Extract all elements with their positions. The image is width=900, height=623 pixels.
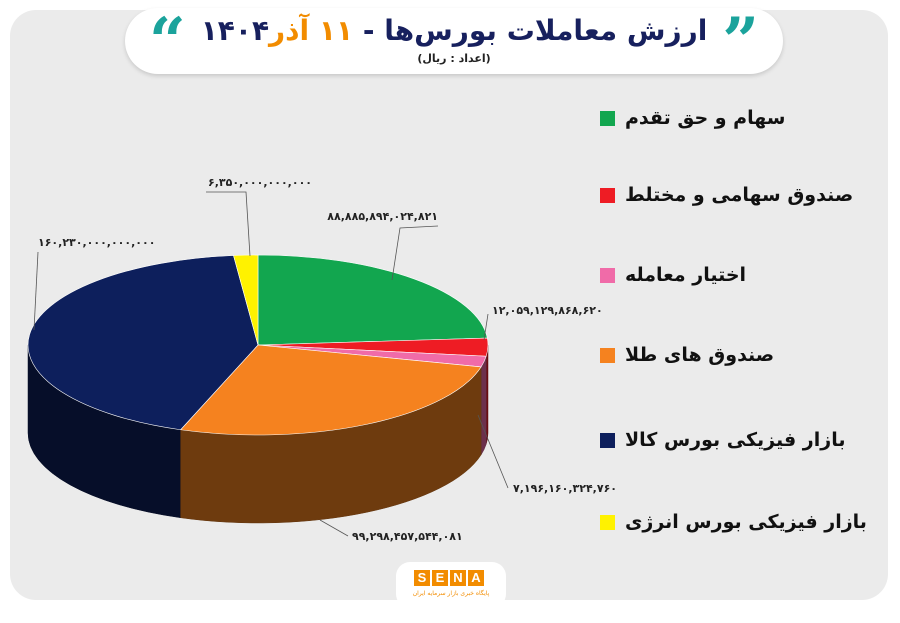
legend-swatch	[600, 187, 615, 203]
legend-item-gold-funds: صندوق های طلا	[600, 340, 870, 370]
legend-label: بازار فیزیکی بورس انرژی	[625, 511, 867, 533]
logo-letter: N	[450, 570, 466, 586]
data-label: ۱۲,۰۵۹,۱۲۹,۸۶۸,۶۲۰	[492, 304, 603, 317]
pie-slice	[257, 254, 488, 346]
pie-side-wall	[485, 344, 489, 445]
right-quote-icon: ”	[722, 4, 759, 79]
logo-letter: A	[468, 570, 484, 586]
legend-swatch	[600, 110, 615, 126]
title-banner: “ ” ارزش معاملات بورس‌ها - ۱۱ آذر۱۴۰۴ (ا…	[125, 8, 783, 74]
legend-item-options: اختیار معامله	[600, 260, 870, 290]
leader-line	[206, 191, 251, 257]
logo-letter: S	[414, 570, 430, 586]
legend-swatch	[600, 432, 615, 448]
legend-swatch	[600, 267, 615, 283]
leader-line	[483, 313, 489, 341]
sena-logo: S E N A پایگاه خبری بازار سرمایه ایران	[396, 562, 506, 608]
legend-swatch	[600, 347, 615, 363]
data-label: ۶,۳۵۰,۰۰۰,۰۰۰,۰۰۰	[208, 176, 312, 189]
unit-subtitle: (اعداد : ریال)	[417, 52, 491, 65]
legend-swatch	[600, 514, 615, 530]
legend-item-commodity-exchange: بازار فیزیکی بورس کالا	[600, 425, 870, 455]
title-main: ارزش معاملات بورس‌ها -	[362, 14, 708, 47]
pie-slice	[179, 344, 482, 436]
pie-side-walls	[27, 344, 489, 524]
pie-slice	[27, 255, 259, 431]
data-label: ۱۶۰,۲۳۰,۰۰۰,۰۰۰,۰۰۰	[38, 236, 155, 249]
leader-line	[391, 225, 439, 281]
data-label: ۷,۱۹۶,۱۶۰,۳۲۴,۷۶۰	[513, 482, 617, 495]
logo-tagline: پایگاه خبری بازار سرمایه ایران	[412, 590, 490, 597]
leader-line	[319, 519, 349, 537]
legend-label: سهام و حق تقدم	[625, 107, 786, 129]
legend-label: صندوق های طلا	[625, 344, 775, 366]
legend-label: بازار فیزیکی بورس کالا	[625, 429, 846, 451]
leader-line	[33, 251, 39, 331]
title-date: ۱۱ آذر	[269, 14, 354, 47]
legend-label: اختیار معامله	[625, 264, 747, 286]
legend-item-energy-exchange: بازار فیزیکی بورس انرژی	[600, 507, 870, 537]
data-label: ۹۹,۲۹۸,۴۵۷,۵۴۴,۰۸۱	[352, 530, 463, 543]
legend-label: صندوق سهامی و مختلط	[625, 184, 854, 206]
legend-item-stocks: سهام و حق تقدم	[600, 103, 870, 133]
left-quote-icon: “	[149, 4, 186, 79]
logo-letter: E	[432, 570, 448, 586]
pie-slice	[233, 254, 259, 346]
title-year: ۱۴۰۴	[200, 14, 270, 47]
leader-line	[477, 414, 509, 489]
page-title: ارزش معاملات بورس‌ها - ۱۱ آذر۱۴۰۴	[125, 14, 783, 47]
data-label: ۸۸,۸۸۵,۸۹۴,۰۲۴,۸۲۱	[327, 210, 438, 223]
legend-item-equity-funds: صندوق سهامی و مختلط	[600, 180, 870, 210]
pie-side-wall	[480, 356, 487, 456]
